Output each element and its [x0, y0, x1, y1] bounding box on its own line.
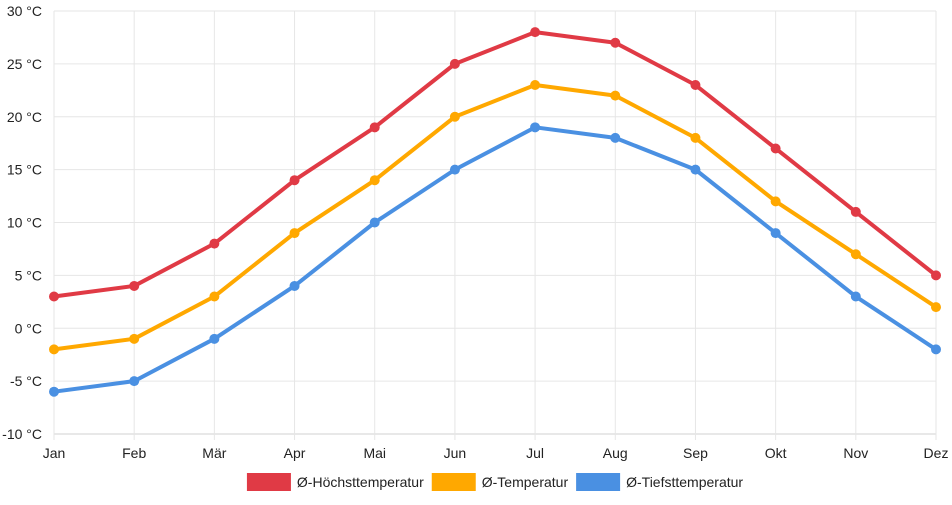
y-tick-label: -5 °C: [10, 373, 42, 389]
x-tick-label: Mär: [202, 445, 226, 461]
data-point[interactable]: [610, 132, 621, 143]
data-point[interactable]: [289, 228, 300, 239]
legend-swatch: [431, 473, 476, 491]
legend: Ø-Höchsttemperatur Ø-Temperatur Ø-Tiefstte…: [246, 473, 743, 491]
data-point[interactable]: [610, 90, 621, 101]
data-point[interactable]: [931, 270, 941, 281]
y-tick-label: 0 °C: [15, 320, 42, 336]
data-point[interactable]: [530, 122, 541, 133]
data-point[interactable]: [209, 291, 220, 302]
data-point[interactable]: [449, 111, 460, 122]
legend-item[interactable]: Ø-Temperatur: [431, 473, 569, 491]
y-tick-label: -10 °C: [2, 426, 42, 442]
data-point[interactable]: [129, 333, 140, 344]
legend-label: Ø-Höchsttemperatur: [297, 474, 424, 490]
x-tick-label: Apr: [284, 445, 306, 461]
data-point[interactable]: [209, 333, 220, 344]
legend-label: Ø-Tiefsttemperatur: [626, 474, 743, 490]
series-line: [52, 30, 938, 299]
series-group: [49, 80, 941, 355]
data-point[interactable]: [931, 302, 941, 313]
legend-label: Ø-Temperatur: [482, 474, 569, 490]
series-group: [49, 122, 941, 397]
x-tick-label: Aug: [603, 445, 628, 461]
y-tick-label: 5 °C: [15, 267, 42, 283]
data-point[interactable]: [690, 80, 701, 91]
data-point[interactable]: [770, 228, 781, 239]
data-point[interactable]: [289, 280, 300, 291]
data-point[interactable]: [129, 376, 140, 387]
x-tick-label: Jun: [444, 445, 467, 461]
x-tick-label: Jan: [43, 445, 66, 461]
data-point[interactable]: [49, 291, 59, 302]
series-line: [52, 83, 938, 352]
legend-item[interactable]: Ø-Höchsttemperatur: [246, 473, 424, 491]
data-point[interactable]: [850, 206, 861, 217]
series-lines: [49, 27, 941, 397]
y-tick-label: 15 °C: [7, 162, 42, 178]
y-axis-ticks: 30 °C 25 °C 20 °C 15 °C 10 °C 5 °C 0 °C -5 °C -1…: [2, 3, 42, 442]
data-point[interactable]: [289, 175, 300, 186]
data-point[interactable]: [369, 217, 380, 228]
data-point[interactable]: [770, 196, 781, 207]
x-tick-label: Feb: [122, 445, 146, 461]
data-point[interactable]: [690, 164, 701, 175]
data-point[interactable]: [530, 27, 541, 38]
legend-item[interactable]: Ø-Tiefsttemperatur: [576, 473, 743, 491]
data-point[interactable]: [129, 280, 140, 291]
x-tick-label: Dez: [924, 445, 949, 461]
x-tick-label: Okt: [765, 445, 787, 461]
data-point[interactable]: [931, 344, 941, 355]
data-point[interactable]: [369, 175, 380, 186]
data-point[interactable]: [449, 58, 460, 69]
data-point[interactable]: [530, 80, 541, 91]
data-point[interactable]: [449, 164, 460, 175]
data-point[interactable]: [369, 122, 380, 133]
data-point[interactable]: [209, 238, 220, 249]
grid: [53, 10, 937, 440]
x-tick-label: Jul: [526, 445, 544, 461]
series-line: [52, 125, 938, 394]
data-point[interactable]: [850, 291, 861, 302]
data-point[interactable]: [850, 249, 861, 260]
y-tick-label: 10 °C: [7, 215, 42, 231]
x-tick-label: Sep: [683, 445, 708, 461]
data-point[interactable]: [770, 143, 781, 154]
x-axis-ticks: Jan Feb Mär Apr Mai Jun Jul Aug Sep Okt Nov Dez: [43, 445, 949, 461]
data-point[interactable]: [690, 132, 701, 143]
series-group: [49, 27, 941, 302]
legend-swatch: [246, 473, 291, 491]
y-tick-label: 30 °C: [7, 3, 42, 19]
legend-swatch: [576, 473, 621, 491]
y-tick-label: 25 °C: [7, 56, 42, 72]
data-point[interactable]: [49, 386, 59, 397]
y-tick-label: 20 °C: [7, 109, 42, 125]
data-point[interactable]: [49, 344, 59, 355]
data-point[interactable]: [610, 37, 621, 48]
x-tick-label: Mai: [363, 445, 386, 461]
x-tick-label: Nov: [843, 445, 868, 461]
